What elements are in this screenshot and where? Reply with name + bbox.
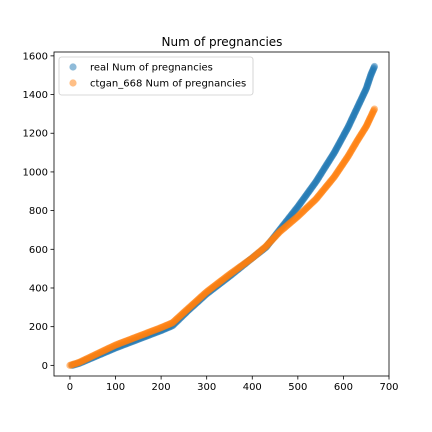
y-tick-label: 200 bbox=[29, 322, 48, 333]
x-tick-label: 600 bbox=[334, 382, 353, 393]
data-point bbox=[371, 63, 378, 70]
x-tick-label: 200 bbox=[152, 382, 171, 393]
y-tick-label: 1000 bbox=[23, 167, 48, 178]
x-tick-label: 300 bbox=[197, 382, 216, 393]
x-tick-label: 100 bbox=[106, 382, 125, 393]
legend-marker bbox=[69, 79, 76, 86]
x-tick-label: 700 bbox=[379, 382, 398, 393]
y-tick-label: 400 bbox=[29, 283, 48, 294]
legend: real Num of pregnancies ctgan_668 Num of … bbox=[59, 57, 253, 95]
chart-title: Num of pregnancies bbox=[162, 35, 283, 49]
legend-marker bbox=[69, 63, 76, 70]
y-tick-label: 600 bbox=[29, 245, 48, 256]
x-tick-label: 400 bbox=[243, 382, 262, 393]
y-tick-label: 0 bbox=[42, 361, 48, 372]
legend-label: real Num of pregnancies bbox=[90, 63, 213, 74]
y-tick-label: 1400 bbox=[23, 90, 48, 101]
y-tick-label: 1600 bbox=[23, 51, 48, 62]
y-tick-label: 800 bbox=[29, 206, 48, 217]
data-point bbox=[371, 105, 378, 112]
x-tick-label: 0 bbox=[67, 382, 73, 393]
x-tick-label: 500 bbox=[288, 382, 307, 393]
y-tick-label: 1200 bbox=[23, 129, 48, 140]
legend-label: ctgan_668 Num of pregnancies bbox=[90, 79, 246, 90]
